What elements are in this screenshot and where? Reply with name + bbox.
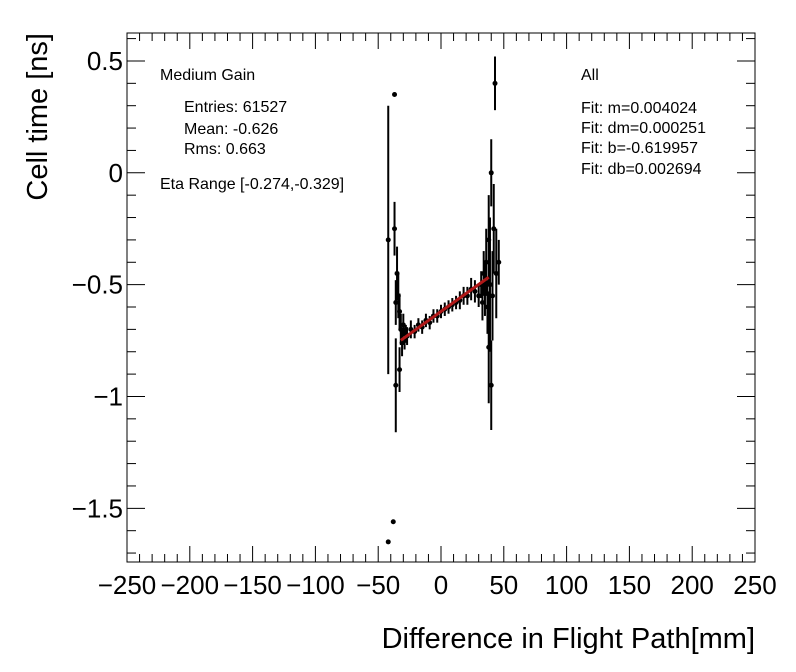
- stats-text: Rms: 0.663: [184, 141, 266, 158]
- x-tick-label: 200: [671, 570, 714, 600]
- data-point: [390, 519, 396, 525]
- data-point: [493, 270, 499, 276]
- stats-text: Mean: -0.626: [184, 121, 278, 138]
- stats-text: Fit: m=0.004024: [581, 100, 697, 117]
- x-tick-label: 50: [489, 570, 518, 600]
- data-point: [385, 539, 391, 545]
- data-point: [400, 322, 406, 328]
- stats-text: Entries: 61527: [184, 99, 287, 116]
- data-point: [488, 170, 494, 176]
- x-tick-label: 150: [608, 570, 651, 600]
- y-tick-label: −1.5: [72, 493, 123, 523]
- fit-line: [399, 276, 490, 342]
- x-tick-label: −200: [161, 570, 220, 600]
- data-point: [397, 367, 403, 373]
- data-point: [392, 226, 398, 232]
- stats-text: Medium Gain: [160, 67, 255, 84]
- y-tick-label: −1: [93, 381, 123, 411]
- data-point: [397, 308, 403, 314]
- y-axis-label: Cell time [ns]: [22, 33, 54, 201]
- stats-text: Fit: dm=0.000251: [581, 120, 706, 137]
- x-tick-label: −150: [223, 570, 282, 600]
- stats-text: All: [581, 67, 599, 84]
- data-point: [393, 382, 399, 388]
- data-point: [392, 92, 398, 98]
- data-point: [479, 300, 485, 306]
- data-point: [491, 226, 497, 232]
- data-point: [393, 300, 399, 306]
- x-tick-label: −100: [286, 570, 345, 600]
- stats-text: Fit: db=0.002694: [581, 161, 702, 178]
- data-point: [476, 293, 482, 299]
- data-point: [487, 282, 493, 288]
- data-point: [472, 288, 478, 294]
- stats-text: Fit: b=-0.619957: [581, 140, 698, 157]
- data-point: [489, 293, 495, 299]
- data-point: [399, 340, 405, 346]
- data-point: [488, 382, 494, 388]
- x-tick-label: −50: [356, 570, 400, 600]
- y-tick-label: 0: [109, 158, 123, 188]
- data-point: [483, 259, 489, 265]
- data-point: [492, 80, 498, 86]
- x-tick-label: −250: [98, 570, 157, 600]
- x-tick-label: 250: [733, 570, 776, 600]
- stats-text: Eta Range [-0.274,-0.329]: [160, 176, 344, 193]
- x-axis-label: Difference in Flight Path[mm]: [382, 623, 755, 655]
- data-point: [496, 259, 502, 265]
- x-tick-label: 0: [434, 570, 448, 600]
- x-tick-label: 100: [545, 570, 588, 600]
- data-point: [385, 237, 391, 243]
- y-tick-label: −0.5: [72, 270, 123, 300]
- y-tick-label: 0.5: [87, 46, 123, 76]
